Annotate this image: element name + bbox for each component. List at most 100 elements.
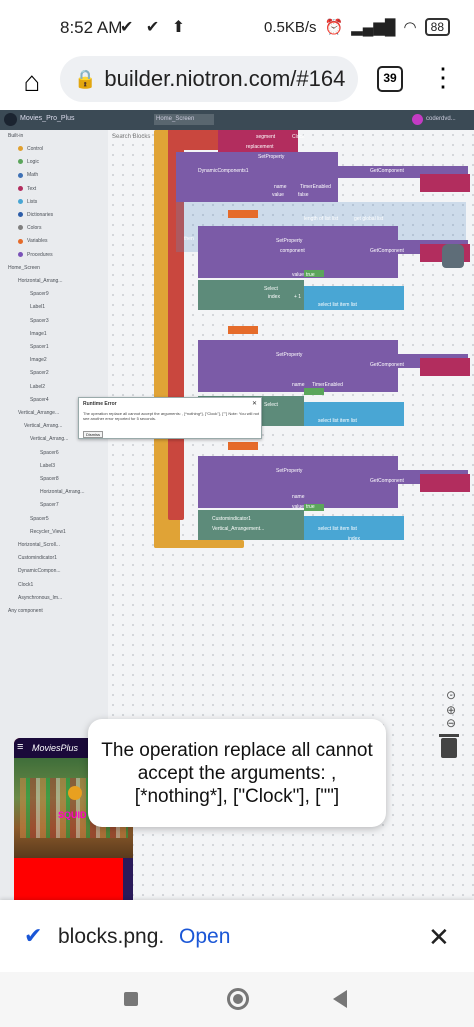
sidebar-item-component[interactable]: Image2: [30, 357, 47, 364]
block-label-setproperty-4: SetProperty: [276, 468, 303, 474]
net-speed: 0.5KB/s: [264, 18, 317, 36]
sidebar-item-component[interactable]: Vertical_Arrang...: [24, 423, 63, 430]
sidebar-item-builtin[interactable]: Text: [18, 186, 36, 192]
sidebar-item-builtin[interactable]: Math: [18, 172, 38, 178]
sidebar-item-component[interactable]: Vertical_Arrang...: [30, 436, 69, 443]
true-block-3: [304, 504, 324, 511]
search-blocks-input[interactable]: Search Blocks: [112, 134, 151, 140]
sidebar-item-builtin[interactable]: Dictionaries: [18, 212, 53, 218]
sidebar-item-component[interactable]: Label3: [40, 462, 56, 469]
join-block-4: [420, 474, 470, 492]
sidebar-item-builtin[interactable]: Lists: [18, 199, 37, 205]
runtime-error-dialog: Runtime Error ✕ The operation replace al…: [78, 397, 262, 439]
thumb-brand: MoviesPlus: [32, 743, 79, 753]
block-label-select-2: Select: [264, 402, 279, 408]
block-label-selectlist-3: select list item list: [318, 526, 358, 532]
block-label-timer-1: TimerEnabled: [300, 184, 331, 190]
home-icon[interactable]: ⌂: [23, 66, 41, 97]
control-block-foot: [154, 540, 244, 548]
trash-icon[interactable]: [439, 734, 459, 758]
sidebar-item-component[interactable]: Spacer8: [40, 476, 59, 482]
join-block-3: [420, 358, 470, 376]
tab-switcher-button[interactable]: 39: [377, 66, 403, 92]
sidebar-item-component[interactable]: Image1: [30, 330, 47, 337]
sidebar-item-component[interactable]: Spacer9: [30, 291, 49, 298]
block-label-plus-1: + 1: [294, 294, 301, 300]
dismiss-button[interactable]: Dismiss: [83, 431, 103, 438]
sidebar-item-builtin[interactable]: Procedures: [18, 252, 53, 258]
sidebar-item-component[interactable]: Label1: [30, 304, 46, 311]
screen-selector[interactable]: Home_Screen: [154, 114, 214, 125]
sidebar-item-component[interactable]: DynamicCompon...: [18, 568, 61, 575]
sidebar-item-component[interactable]: Horizontal_Arrang...: [18, 278, 63, 284]
home-nav-icon[interactable]: [227, 988, 249, 1010]
sidebar-item-component[interactable]: Home_Screen: [8, 264, 40, 271]
sidebar-item-component[interactable]: Spacer2: [30, 370, 49, 377]
address-bar[interactable]: 🔒 builder.niotron.com/#164: [60, 56, 358, 102]
sidebar-item-component[interactable]: Asynchronous_Im...: [18, 594, 63, 601]
block-label-select-1: Select: [264, 286, 279, 292]
category-icon: [18, 185, 23, 191]
sidebar-item-component[interactable]: Spacer4: [30, 396, 49, 403]
sidebar-item-label: Control: [27, 146, 44, 152]
backpack-icon[interactable]: [442, 244, 464, 268]
category-icon: [18, 225, 23, 231]
back-icon[interactable]: [333, 990, 347, 1008]
block-label-index-3: index: [348, 536, 360, 542]
sidebar-item-component[interactable]: Clock1: [18, 581, 34, 588]
sidebar-item-builtin[interactable]: Control: [18, 146, 43, 152]
sidebar-item-component[interactable]: Horizontal_Scroll...: [18, 542, 60, 548]
sidebar-item-label: Variables: [27, 238, 48, 245]
recent-app-thumbnail[interactable]: ≡ MoviesPlus SQUID GAME: [14, 738, 133, 926]
block-label-setproperty-3: SetProperty: [276, 352, 303, 358]
download-file-name: blocks.png.: [58, 925, 165, 948]
block-label-getcomponent-2: GetComponent: [370, 248, 405, 254]
category-icon: [18, 238, 23, 244]
close-icon[interactable]: ✕: [251, 401, 257, 407]
close-icon[interactable]: ✕: [428, 922, 450, 952]
sidebar-item-builtin[interactable]: Colors: [18, 225, 41, 231]
sidebar-item-label: Logic: [27, 159, 39, 166]
system-nav-bar: [0, 972, 474, 1027]
sidebar-item-component[interactable]: Horizontal_Arrang...: [40, 489, 85, 496]
custom-select-block-1: [198, 280, 304, 310]
join-block-1: [420, 174, 470, 192]
sidebar-item-component[interactable]: Spacer6: [40, 449, 59, 456]
project-name: Movies_Pro_Plus: [20, 115, 75, 122]
url-text: builder.niotron.com/#164: [104, 66, 346, 91]
dialog-title: Runtime Error: [83, 401, 117, 407]
sidebar-item-component[interactable]: Customindicator1: [18, 555, 57, 562]
sidebar-item-component[interactable]: Spacer5: [30, 515, 49, 522]
sidebar-item-builtin[interactable]: Variables: [18, 238, 47, 244]
block-label-dynamic-1: DynamicComponents1: [198, 168, 249, 174]
editor-toolbar: Movies_Pro_Plus Home_Screen coderdvd...: [0, 110, 474, 130]
recenter-icon[interactable]: ⊙: [446, 688, 457, 702]
sidebar-item-component[interactable]: Spacer3: [30, 317, 49, 324]
get-x-chip-1: [228, 210, 258, 218]
block-label-true-3: true: [306, 504, 315, 510]
block-label-clock: Clock: [292, 134, 305, 140]
zoom-in-icon[interactable]: ⊕: [446, 703, 457, 717]
alarm-icon: ⏰: [324, 19, 344, 36]
play-icon: [68, 786, 82, 800]
true-block-1: [304, 270, 324, 277]
sidebar-item-component[interactable]: Vertical_Arrange...: [18, 410, 60, 416]
recents-icon[interactable]: [124, 992, 138, 1006]
sidebar-item-component[interactable]: Spacer1: [30, 344, 49, 350]
zoom-out-icon[interactable]: ⊖: [446, 716, 457, 730]
block-label-setproperty-1: SetProperty: [258, 154, 285, 160]
sidebar-item-component[interactable]: Spacer7: [40, 502, 59, 509]
avatar[interactable]: [412, 114, 423, 125]
category-icon: [18, 159, 23, 165]
more-vert-icon[interactable]: ⋮: [430, 62, 456, 92]
block-label-selectlist-1: select list item list: [318, 302, 358, 308]
sidebar-item-component[interactable]: Label2: [30, 383, 46, 390]
sidebar-item-label: Math: [27, 172, 39, 179]
block-label-length-1: length of list list: [304, 216, 339, 222]
open-download-link[interactable]: Open: [179, 925, 231, 948]
sidebar-item-component[interactable]: Recycler_View1: [30, 528, 66, 535]
sidebar-item-component[interactable]: Any component: [8, 608, 43, 614]
sidebar-item-builtin[interactable]: Logic: [18, 159, 39, 165]
block-label-setproperty-2: SetProperty: [276, 238, 303, 244]
sidebar-item-label: Colors: [27, 225, 42, 232]
